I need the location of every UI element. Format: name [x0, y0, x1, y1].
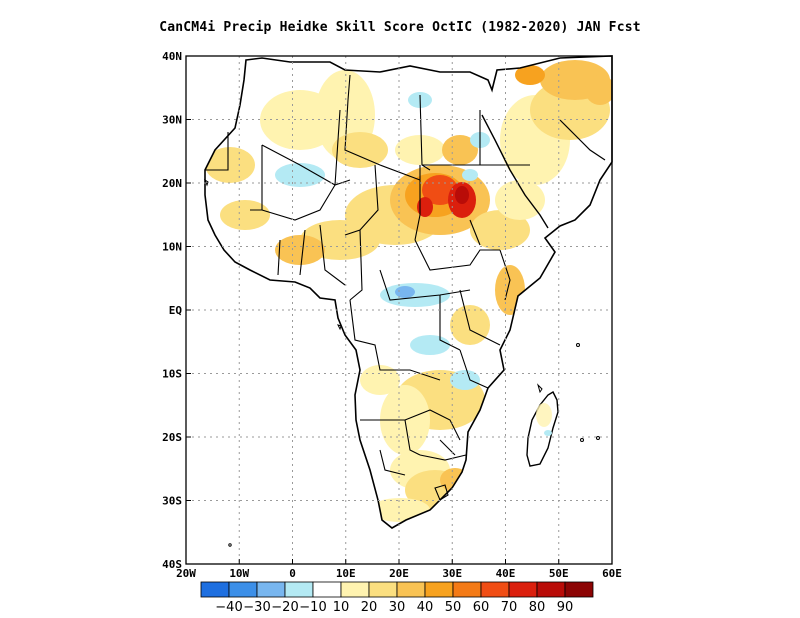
colorbar-swatch: [284, 581, 314, 598]
lon-tick-label: 20W: [176, 567, 196, 580]
lat-tick-label: 20S: [162, 431, 182, 444]
colorbar-label: 20: [361, 600, 378, 615]
lon-tick-label: 10W: [229, 567, 249, 580]
colorbar-swatch: [256, 581, 286, 598]
colorbar-swatch: [396, 581, 426, 598]
colorbar-swatch: [312, 581, 342, 598]
map-graticule: [186, 56, 612, 564]
lon-tick-label: 0: [289, 567, 296, 580]
lat-tick-label: EQ: [169, 304, 183, 317]
madagascar-outline: [526, 391, 559, 467]
lon-tick-label: 50E: [549, 567, 569, 580]
persian-gulf-outline: [559, 119, 606, 161]
colorbar-labels: −40 −30 −20 −10 10 20 30 40 50 60 70 80 90: [215, 600, 573, 615]
colorbar-label: 80: [529, 600, 546, 615]
colorbar-label: −10: [299, 600, 326, 615]
latitude-tick-labels: 40N 30N 20N 10N EQ 10S 20S 30S 40S: [162, 50, 191, 571]
lat-tick-label: 10N: [162, 241, 182, 254]
colorbar-label: 10: [333, 600, 350, 615]
colorbar-swatch: [368, 581, 398, 598]
lat-tick-label: 40N: [162, 50, 182, 63]
colorbar-swatch: [424, 581, 454, 598]
lon-tick-label: 30E: [442, 567, 462, 580]
country-borders: [205, 74, 530, 501]
colorbar: [200, 581, 594, 598]
lon-tick-label: 60E: [602, 567, 622, 580]
lat-tick-label: 40S: [162, 558, 182, 571]
lon-tick-label: 10E: [336, 567, 356, 580]
lat-tick-label: 10S: [162, 368, 182, 381]
colorbar-label: −30: [243, 600, 270, 615]
colorbar-label: 40: [417, 600, 434, 615]
colorbar-swatch: [508, 581, 538, 598]
colorbar-label: 50: [445, 600, 462, 615]
colorbar-swatch: [536, 581, 566, 598]
colorbar-label: 70: [501, 600, 518, 615]
colorbar-label: −20: [271, 600, 298, 615]
colorbar-swatch: [200, 581, 230, 598]
map-title: CanCM4i Precip Heidke Skill Score OctIC …: [159, 20, 641, 35]
colorbar-label: 60: [473, 600, 490, 615]
skill-score-field: [205, 60, 612, 522]
africa-coastline: [204, 55, 613, 529]
colorbar-label: 30: [389, 600, 406, 615]
lat-tick-label: 30S: [162, 495, 182, 508]
lat-tick-label: 20N: [162, 177, 182, 190]
lon-tick-label: 20E: [389, 567, 409, 580]
lon-tick-label: 40E: [496, 567, 516, 580]
colorbar-swatch: [452, 581, 482, 598]
lat-tick-label: 30N: [162, 114, 182, 127]
longitude-tick-labels: 20W 10W 0 10E 20E 30E 40E 50E 60E: [176, 559, 622, 580]
colorbar-swatch: [480, 581, 510, 598]
colorbar-swatch: [228, 581, 258, 598]
colorbar-label: −40: [215, 600, 242, 615]
colorbar-swatch: [340, 581, 370, 598]
colorbar-label: 90: [557, 600, 574, 615]
colorbar-swatch: [564, 581, 594, 598]
